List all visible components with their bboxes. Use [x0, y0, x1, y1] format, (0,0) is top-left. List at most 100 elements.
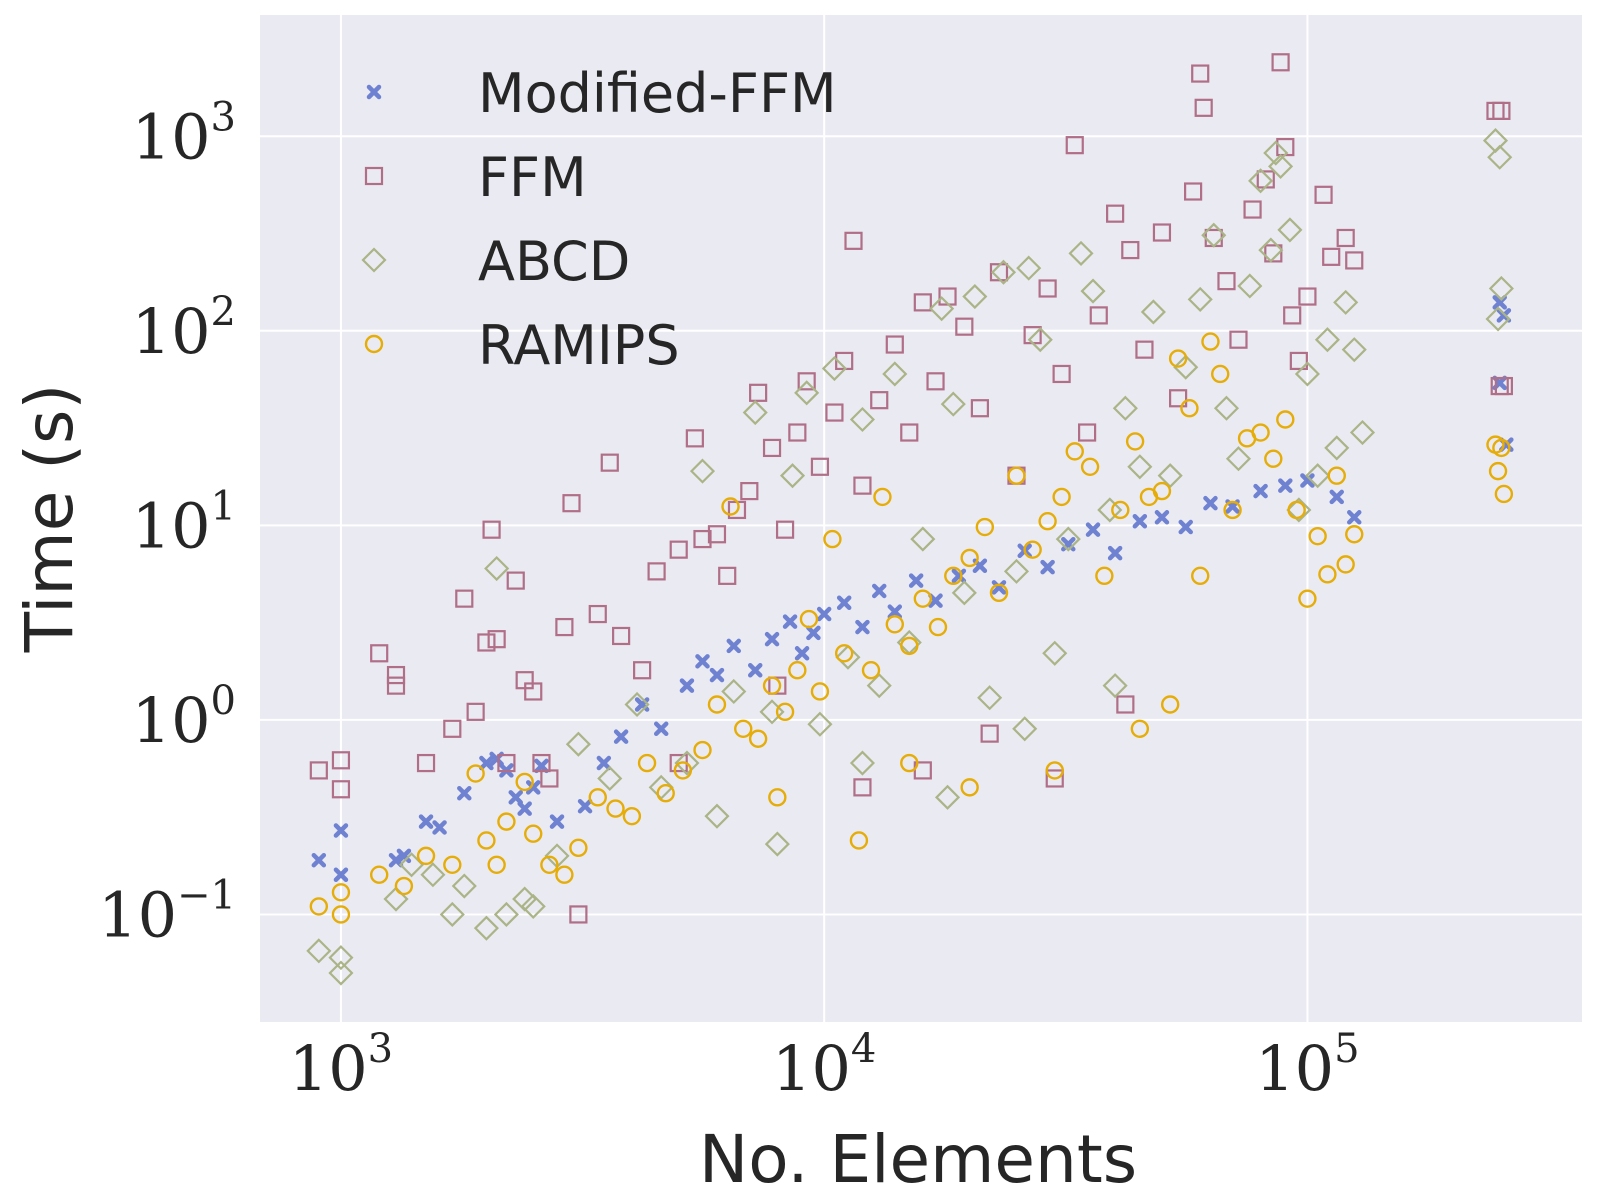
point-3-22 [693, 740, 712, 760]
y-tick-label-2: 101 [132, 483, 236, 562]
point-3-27 [762, 676, 782, 695]
point-1-80 [1322, 247, 1341, 266]
point-2-56 [1225, 446, 1252, 472]
point-1-40 [825, 403, 844, 422]
point-2-44 [1055, 526, 1081, 552]
point-1-77 [1289, 351, 1308, 371]
x-tick-labels: 103 104 105 [289, 1026, 1360, 1105]
point-3-26 [748, 729, 768, 748]
point-3-51 [1095, 566, 1114, 586]
point-3-68 [1298, 589, 1317, 608]
point-1-45 [885, 335, 904, 354]
point-3-41 [944, 566, 963, 586]
point-3-1 [331, 883, 351, 902]
point-1-79 [1314, 185, 1333, 204]
point-1-19 [555, 617, 574, 637]
y-axis-label: Time (s) [11, 384, 88, 653]
point-1-24 [612, 626, 631, 646]
point-0-18 [613, 729, 629, 744]
point-3-19 [637, 753, 657, 773]
point-1-3 [370, 644, 389, 663]
point-3-55 [1152, 481, 1172, 501]
point-1-12 [487, 630, 506, 649]
point-1-78 [1298, 287, 1317, 306]
point-1-73 [1264, 244, 1283, 263]
point-1-47 [913, 293, 932, 312]
point-1-51 [970, 399, 989, 418]
point-2-77 [1487, 144, 1513, 170]
point-0-34 [887, 604, 903, 619]
point-2-48 [1112, 395, 1138, 421]
point-2-16 [624, 691, 650, 718]
point-3-42 [960, 548, 979, 568]
x-axis-label: No. Elements [699, 1121, 1137, 1198]
point-1-0 [309, 761, 328, 780]
point-1-37 [788, 423, 807, 442]
point-1-61 [1121, 240, 1140, 260]
point-1-63 [1152, 223, 1172, 242]
point-3-32 [823, 529, 842, 549]
point-2-65 [1305, 463, 1331, 489]
point-1-26 [647, 562, 666, 581]
point-0-13 [525, 780, 541, 795]
point-3-12 [524, 824, 543, 843]
point-1-5 [386, 676, 406, 695]
point-1-46 [900, 423, 919, 442]
point-2-24 [779, 463, 806, 489]
point-3-17 [606, 799, 625, 818]
legend-label-2: ABCD [478, 230, 630, 293]
point-1-60 [1106, 204, 1125, 223]
point-3-34 [849, 831, 869, 850]
point-3-59 [1191, 566, 1210, 586]
point-3-44 [989, 583, 1009, 603]
point-0-52 [1300, 473, 1315, 488]
point-1-30 [707, 525, 727, 544]
point-2-78 [1488, 275, 1514, 302]
point-3-82 [1494, 484, 1514, 504]
point-2-58 [1248, 168, 1274, 194]
point-2-27 [821, 355, 847, 382]
point-1-28 [685, 429, 704, 448]
x-tick-label-1: 104 [772, 1026, 876, 1105]
point-0-6 [432, 820, 447, 835]
point-2-54 [1201, 222, 1227, 248]
point-3-24 [721, 497, 740, 516]
point-2-34 [929, 296, 955, 322]
point-2-15 [597, 765, 623, 792]
legend-item-0: Modified-FFM [366, 62, 837, 125]
point-3-15 [569, 838, 588, 858]
point-1-18 [540, 769, 559, 788]
point-1-76 [1283, 306, 1302, 325]
y-tick-label-3: 102 [132, 289, 236, 368]
point-3-56 [1160, 695, 1180, 714]
point-2-29 [849, 406, 875, 433]
point-3-66 [1276, 410, 1295, 429]
point-3-50 [1080, 457, 1100, 476]
point-0-31 [836, 595, 852, 611]
point-1-55 [1038, 279, 1057, 298]
point-3-70 [1318, 565, 1337, 584]
point-2-49 [1127, 454, 1153, 480]
point-3-8 [477, 831, 496, 850]
point-1-74 [1271, 53, 1290, 72]
point-1-84 [768, 676, 787, 695]
point-1-58 [1077, 423, 1097, 442]
point-1-6 [416, 753, 436, 773]
point-1-21 [569, 905, 588, 924]
point-1-86 [913, 761, 932, 780]
legend-item-1: FFM [364, 146, 587, 209]
point-2-71 [849, 750, 875, 776]
point-1-67 [1194, 98, 1213, 117]
legend-marker-1 [364, 166, 384, 186]
point-2-14 [565, 731, 591, 757]
point-1-22 [588, 604, 607, 624]
point-2-1 [328, 945, 354, 971]
point-0-20 [653, 721, 669, 737]
point-1-91 [1492, 101, 1511, 120]
point-2-42 [1027, 327, 1053, 353]
series-ramips [309, 332, 1514, 924]
point-0-45 [1132, 513, 1148, 529]
point-3-7 [466, 764, 485, 783]
point-3-36 [873, 487, 892, 507]
point-1-87 [980, 724, 999, 743]
